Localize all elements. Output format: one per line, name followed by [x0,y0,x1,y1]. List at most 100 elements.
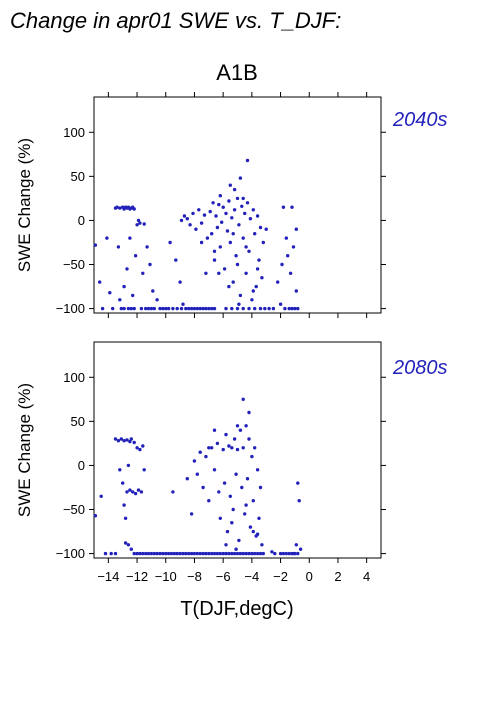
data-point [122,284,126,289]
data-point [217,490,221,494]
data-point [235,196,240,201]
data-point [207,499,211,503]
data-point [166,551,171,556]
data-point [149,306,154,311]
data-point [250,454,254,459]
x-tick-label: −4 [244,569,259,584]
data-point [144,551,148,556]
data-point [234,472,238,476]
data-point [113,551,118,556]
panel-2040s: 2040s SWE Change (%) 100 50 0 −50 −100 [15,92,448,318]
data-point [243,512,247,516]
data-point [201,485,205,490]
data-point [218,245,222,249]
data-point [294,227,298,231]
y-tick-label: −100 [56,301,85,316]
data-point [210,551,214,556]
data-point [184,306,188,311]
data-point [241,306,245,311]
panel-label: 2080s [392,357,448,379]
data-point [218,551,222,556]
data-point [238,293,243,298]
data-point [116,439,121,443]
data-point [135,446,139,450]
data-point [294,289,298,293]
data-point [118,206,122,210]
data-point [100,306,105,311]
data-point [195,306,199,311]
data-point [161,551,165,556]
data-point [214,214,218,218]
data-point [142,468,146,472]
data-point [296,481,300,485]
x-tick-label: 2 [334,569,341,584]
data-point [118,298,122,302]
data-point [230,306,234,311]
data-point [218,194,222,198]
data-point [221,551,225,556]
data-point [126,463,131,468]
data-point [181,302,185,306]
data-point [230,551,234,556]
data-point [128,236,132,240]
data-point [123,541,128,545]
data-point [244,551,248,556]
data-point [108,291,112,295]
data-point [241,551,245,556]
data-point [212,306,217,311]
data-point [119,306,124,311]
data-point [258,551,263,556]
data-point [224,543,228,547]
data-point [198,450,202,454]
data-point [138,551,142,556]
right-ticks [381,131,386,310]
data-point [169,551,174,556]
data-point [179,306,184,311]
data-point [152,306,156,311]
data-point [178,280,182,284]
data-point [119,437,124,441]
data-point [129,547,133,551]
y-axis-label: SWE Change (%) [15,383,34,517]
data-point [212,258,217,262]
data-point [145,245,149,249]
data-point [138,447,142,452]
data-point [179,218,184,223]
data-point [225,229,230,233]
data-point [133,254,138,258]
x-tick-label: −8 [187,569,202,584]
data-point [195,551,199,556]
data-point [146,306,151,311]
data-point [243,211,247,216]
data-point [198,551,202,556]
data-point [199,221,204,225]
data-point [182,214,187,218]
data-point [241,397,245,401]
data-point [253,551,257,556]
x-tick-label: −14 [97,569,119,584]
data-point [232,187,237,192]
data-point [224,551,228,556]
x-tick-label: −12 [126,569,148,584]
data-point [258,306,263,311]
data-point [284,236,288,240]
data-point [280,262,284,267]
data-point [189,306,194,311]
data-point [181,551,185,556]
data-point [198,306,202,311]
data-point [207,551,211,556]
data-point [126,543,131,547]
data-point [212,249,217,253]
y-axis: 100 50 0 −50 −100 [56,370,94,561]
data-point [255,267,260,271]
data-point [255,532,260,536]
data-point [128,439,132,444]
data-point [171,306,175,311]
data-point [241,446,245,450]
data-point [129,306,133,311]
data-point [245,477,250,481]
data-point [116,245,121,249]
data-point [164,306,168,311]
data-point [192,306,197,311]
data-point [141,551,145,556]
